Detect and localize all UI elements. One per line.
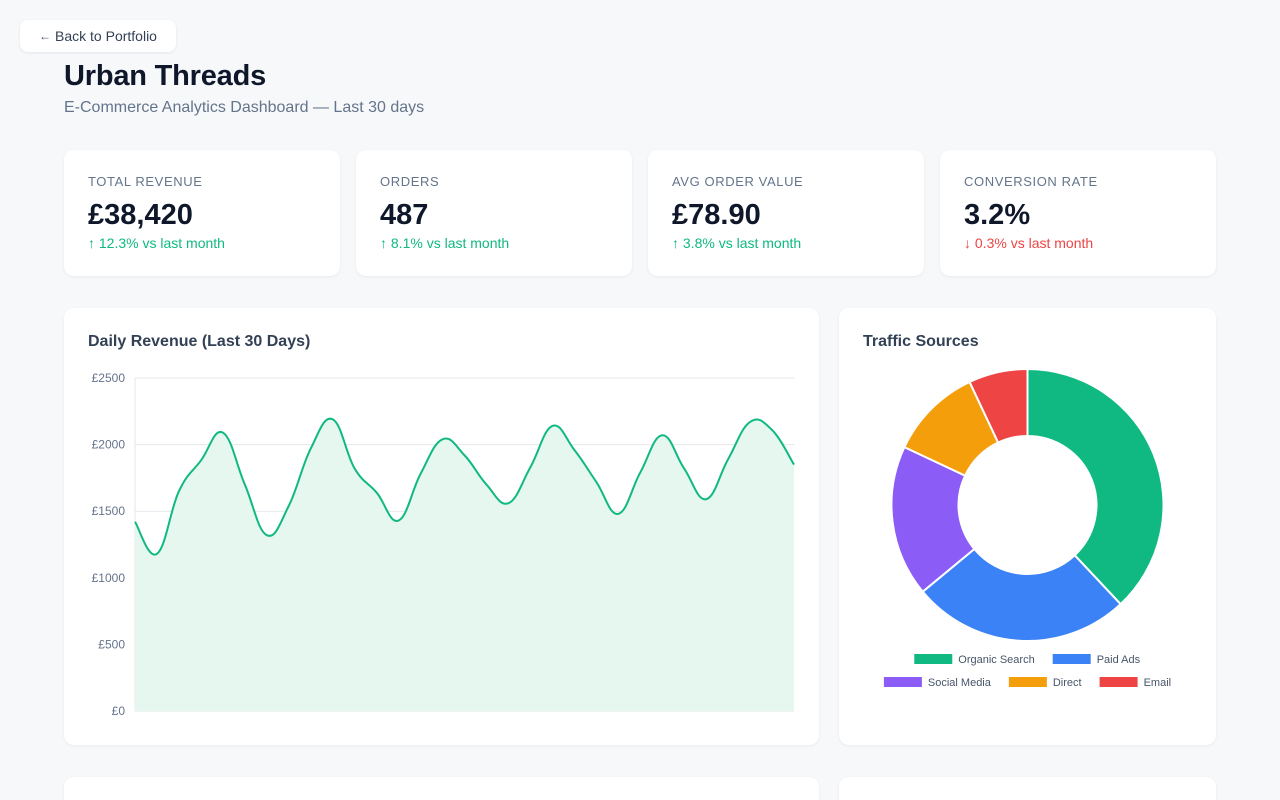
legend-label: Social Media bbox=[928, 677, 992, 689]
legend-label: Direct bbox=[1053, 677, 1082, 689]
legend-swatch bbox=[1008, 677, 1047, 687]
donut-slice-email[interactable] bbox=[968, 367, 1029, 444]
left-arrow-icon: ← bbox=[39, 29, 52, 43]
kpi-value: £38,420 bbox=[88, 199, 193, 231]
donut-slice-organic-search[interactable] bbox=[1026, 367, 1165, 606]
legend-label: Email bbox=[1144, 677, 1172, 689]
y-tick-label: £2000 bbox=[92, 438, 126, 452]
legend-label: Paid Ads bbox=[1097, 654, 1141, 666]
lower-left-panel bbox=[64, 777, 819, 800]
revenue-line-chart: £0 £500 £1000 £1500 £2000 £2500 bbox=[92, 371, 795, 718]
revenue-area-fill bbox=[135, 418, 794, 711]
legend-item-organic-search[interactable]: Organic Search bbox=[914, 654, 1035, 666]
y-tick-label: £1000 bbox=[92, 571, 126, 585]
traffic-sources-title: Traffic Sources bbox=[863, 333, 979, 350]
back-to-portfolio-button[interactable]: ← Back to Portfolio bbox=[20, 20, 176, 52]
kpi-value: 487 bbox=[380, 199, 429, 231]
revenue-chart-panel: Daily Revenue (Last 30 Days) £0 £500 £1000… bbox=[64, 308, 819, 745]
page-subtitle: E-Commerce Analytics Dashboard — Last 30… bbox=[64, 99, 425, 116]
kpi-label: Orders bbox=[380, 174, 440, 189]
traffic-donut-chart: Organic Search Paid Ads Social Media Direct… bbox=[883, 367, 1172, 689]
revenue-chart-title: Daily Revenue (Last 30 Days) bbox=[88, 333, 311, 350]
page-title: Urban Threads bbox=[64, 60, 267, 92]
back-button-label: Back to Portfolio bbox=[55, 28, 157, 44]
kpi-label: Total Revenue bbox=[88, 174, 203, 189]
kpi-card-orders: Orders 487 ↑ 8.1% vs last month bbox=[356, 150, 632, 276]
kpi-card-avg-order-value: Avg Order Value £78.90 ↑ 3.8% vs last mo… bbox=[648, 150, 924, 276]
y-tick-label: £1500 bbox=[92, 504, 126, 518]
kpi-value: £78.90 bbox=[672, 199, 761, 231]
kpi-card-conversion-rate: Conversion Rate 3.2% ↓ 0.3% vs last mont… bbox=[940, 150, 1216, 276]
y-tick-label: £500 bbox=[98, 637, 125, 651]
y-tick-label: £0 bbox=[112, 704, 126, 718]
legend-swatch bbox=[1052, 654, 1091, 664]
legend-item-email[interactable]: Email bbox=[1099, 677, 1172, 689]
legend-swatch bbox=[914, 654, 953, 664]
legend-label: Organic Search bbox=[958, 654, 1034, 666]
kpi-label: Avg Order Value bbox=[672, 174, 804, 189]
legend-swatch bbox=[883, 677, 922, 687]
kpi-delta: ↓ 0.3% vs last month bbox=[964, 235, 1094, 251]
legend-swatch bbox=[1099, 677, 1138, 687]
kpi-label: Conversion Rate bbox=[964, 174, 1098, 189]
legend-item-direct[interactable]: Direct bbox=[1008, 677, 1082, 689]
kpi-value: 3.2% bbox=[964, 199, 1031, 231]
kpi-delta: ↑ 3.8% vs last month bbox=[672, 235, 802, 251]
y-tick-label: £2500 bbox=[92, 371, 126, 385]
lower-right-panel bbox=[839, 777, 1216, 800]
traffic-sources-panel: Traffic Sources Organic Search Paid Ads So… bbox=[839, 308, 1216, 745]
kpi-card-total-revenue: Total Revenue £38,420 ↑ 12.3% vs last mo… bbox=[64, 150, 340, 276]
legend-item-social-media[interactable]: Social Media bbox=[883, 677, 992, 689]
kpi-delta: ↑ 12.3% vs last month bbox=[88, 235, 225, 251]
kpi-delta: ↑ 8.1% vs last month bbox=[380, 235, 510, 251]
donut-slice-paid-ads[interactable] bbox=[921, 547, 1123, 642]
legend-item-paid-ads[interactable]: Paid Ads bbox=[1052, 654, 1141, 666]
